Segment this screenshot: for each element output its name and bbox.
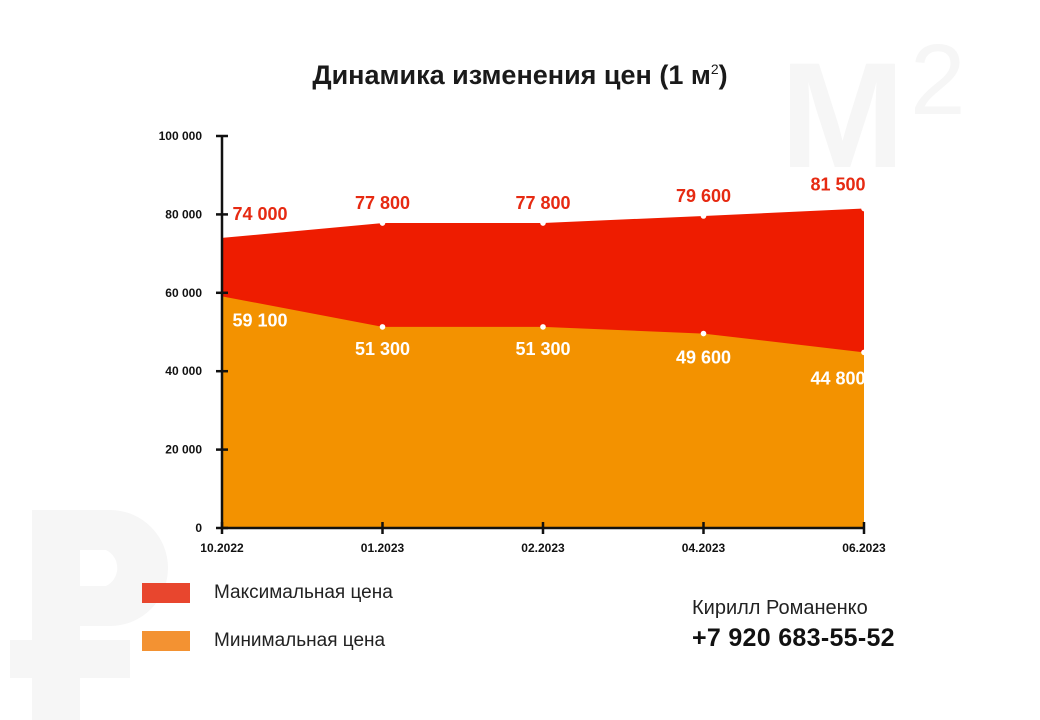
legend-label-max-price: Максимальная цена [214,582,393,603]
data-label-min-price: 44 800 [810,368,865,388]
y-axis: 0 20 000 40 000 60 000 80 000 100 000 [159,129,228,535]
legend-item-max-price: Максимальная цена [142,578,393,608]
legend: Максимальная цена Минимальная цена [142,578,393,674]
y-tick-label: 80 000 [165,207,202,221]
point-max-price [379,220,386,226]
watermark-m-letter: М [780,31,905,199]
y-tick-label: 0 [195,521,202,535]
data-label-max-price: 74 000 [232,204,287,224]
chart-title-text: Динамика изменения цен (1 м [312,60,711,90]
x-tick-label: 02.2023 [521,541,565,555]
y-tick-label: 100 000 [159,129,203,143]
x-tick-label: 04.2023 [682,541,726,555]
point-max-price [700,213,707,219]
data-label-max-price: 79 600 [676,186,731,206]
point-min-price [379,324,386,330]
ruble-watermark-icon [10,510,168,720]
data-label-min-price: 59 100 [232,310,287,330]
chart-title-superscript: 2 [710,61,719,77]
data-label-min-price: 49 600 [676,348,731,368]
x-axis: 10.2022 01.2023 02.2023 04.2023 06.2023 [200,522,886,555]
point-min-price [861,349,867,356]
legend-swatch-min-price [142,631,190,651]
x-tick-label: 10.2022 [200,541,244,555]
point-max-price [540,220,546,226]
data-label-max-price: 77 800 [515,193,570,213]
point-min-price [700,330,707,337]
legend-swatch-max-price [142,583,190,603]
data-label-min-price: 51 300 [355,339,410,359]
x-tick-label: 01.2023 [361,541,405,555]
data-labels: 74 000 77 800 77 800 79 600 81 500 59 100 51 3… [232,175,865,389]
y-tick-label: 20 000 [165,443,202,457]
x-tick-label: 06.2023 [842,541,886,555]
legend-item-min-price: Минимальная цена [142,626,393,656]
contact-block: Кирилл Романенко +7 920 683-55-52 [692,597,895,653]
m2-watermark: М 2 [780,30,966,190]
chart-title: Динамика изменения цен (1 м2) [0,60,1040,91]
series-area-min-price [222,296,864,528]
point-max-price [861,205,867,212]
chart-title-close: ) [718,60,728,90]
contact-phone: +7 920 683-55-52 [692,624,895,652]
data-label-max-price: 81 500 [810,175,865,195]
y-tick-label: 60 000 [165,286,202,300]
data-label-max-price: 77 800 [355,193,410,213]
data-points [379,205,867,356]
y-tick-label: 40 000 [165,364,202,378]
contact-name: Кирилл Романенко [692,597,868,619]
point-min-price [540,324,546,330]
legend-label-min-price: Минимальная цена [214,630,386,651]
watermark-superscript: 2 [910,24,966,136]
data-label-min-price: 51 300 [515,339,570,359]
